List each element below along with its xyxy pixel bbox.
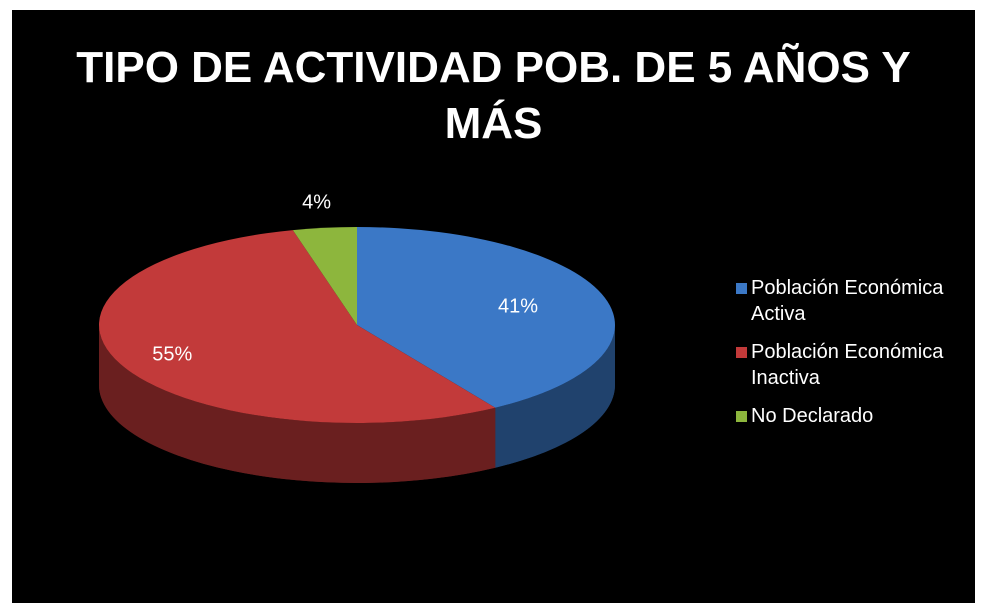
slice-side-shade [495,325,615,468]
pie-slice [99,230,496,483]
slice-side [99,325,496,483]
slice-top [292,227,357,325]
legend-label: Población Económica Activa [751,277,944,325]
legend-item: Población Económica Inactiva [736,339,976,391]
chart-title: TIPO DE ACTIVIDAD POB. DE 5 AÑOS Y MÁS [76,43,911,148]
legend-swatch [736,283,747,294]
slice-side [495,325,615,468]
legend-swatch [736,347,747,358]
pie-slice [357,227,616,468]
slice-side-shade [99,325,496,483]
slice-top [99,230,496,423]
legend-item: No Declarado [736,403,976,429]
chart: TIPO DE ACTIVIDAD POB. DE 5 AÑOS Y MÁS 4… [12,10,975,603]
legend-swatch [736,411,747,422]
legend-label: No Declarado [751,405,874,427]
pie-slice [292,227,357,325]
slice-top [357,227,616,408]
data-label: 41% [498,296,538,318]
legend-item: Población Económica Activa [736,275,976,327]
data-label: 55% [152,344,192,366]
legend-label: Población Económica Inactiva [751,341,944,389]
plot: 41% 55% 4% [99,192,616,483]
legend: Población Económica Activa Población Econ… [736,275,976,441]
data-label: 4% [302,192,331,214]
